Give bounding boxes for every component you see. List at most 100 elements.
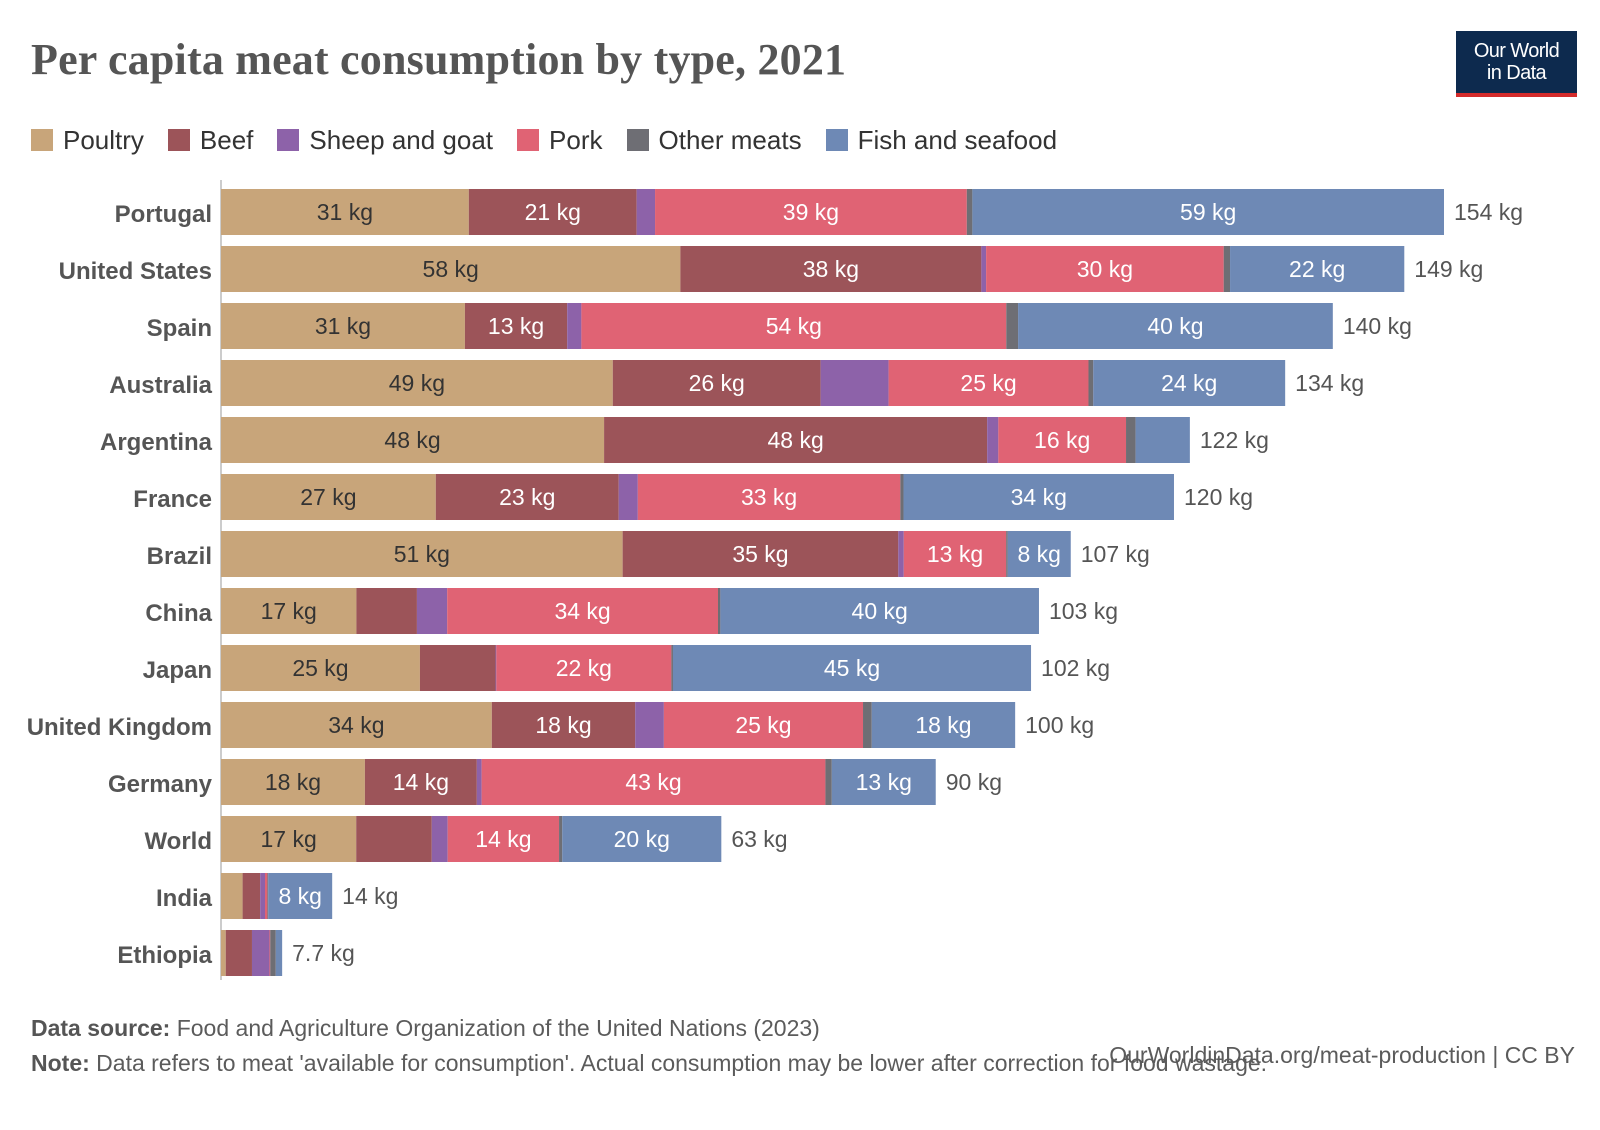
legend-label: Pork xyxy=(549,124,603,155)
bar-segment-fish-and-seafood[interactable] xyxy=(720,588,1039,634)
bar-segment-sheep-and-goat[interactable] xyxy=(251,930,270,976)
bar-segment-poultry[interactable] xyxy=(221,588,357,634)
bar-segment-other-meats[interactable] xyxy=(825,759,832,805)
data-source-text[interactable]: Food and Agriculture Organization of the… xyxy=(176,1015,820,1041)
bar-segment-other-meats[interactable] xyxy=(1006,303,1019,349)
bar-segment-sheep-and-goat[interactable] xyxy=(416,588,448,634)
note: Note: Data refers to meat 'available for… xyxy=(31,1050,1267,1077)
bar-segment-other-meats[interactable] xyxy=(267,873,269,919)
legend-item-pork[interactable]: Pork xyxy=(517,124,603,156)
bar-segment-fish-and-seafood[interactable] xyxy=(562,816,722,862)
bar-segment-pork[interactable] xyxy=(637,474,901,520)
bar-segment-beef[interactable] xyxy=(491,702,636,748)
bar-segment-pork[interactable] xyxy=(447,816,560,862)
bar-value-label: 51 kg xyxy=(394,541,450,567)
legend-item-sheep-and-goat[interactable]: Sheep and goat xyxy=(277,125,493,156)
bar-segment-sheep-and-goat[interactable] xyxy=(820,360,889,406)
bar-segment-poultry[interactable] xyxy=(221,873,243,919)
bar-segment-fish-and-seafood[interactable] xyxy=(1018,303,1333,349)
bar-segment-pork[interactable] xyxy=(888,360,1089,406)
bar-segment-poultry[interactable] xyxy=(221,246,681,292)
bar-segment-other-meats[interactable] xyxy=(718,588,721,634)
bar-segment-sheep-and-goat[interactable] xyxy=(567,303,582,349)
bar-segment-beef[interactable] xyxy=(356,816,432,862)
bar-segment-sheep-and-goat[interactable] xyxy=(981,246,987,292)
bar-segment-poultry[interactable] xyxy=(221,531,623,577)
bar-segment-sheep-and-goat[interactable] xyxy=(636,189,656,235)
bar-segment-beef[interactable] xyxy=(225,930,252,976)
bar-segment-pork[interactable] xyxy=(496,645,672,691)
bar-segment-beef[interactable] xyxy=(419,645,496,691)
bar-segment-other-meats[interactable] xyxy=(270,930,276,976)
bar-segment-other-meats[interactable] xyxy=(1088,360,1094,406)
legend-swatch xyxy=(167,129,190,151)
bar-segment-poultry[interactable] xyxy=(221,645,420,691)
bar-segment-poultry[interactable] xyxy=(221,303,465,349)
bar-segment-fish-and-seafood[interactable] xyxy=(1230,246,1405,292)
bar-segment-fish-and-seafood[interactable] xyxy=(972,189,1444,235)
bar-segment-pork[interactable] xyxy=(269,930,271,976)
bar-value-label: 24 kg xyxy=(1161,370,1217,396)
legend-item-fish-and-seafood[interactable]: Fish and seafood xyxy=(825,125,1057,156)
bar-segment-beef[interactable] xyxy=(622,531,899,577)
bar-segment-beef[interactable] xyxy=(364,759,477,805)
bar-segment-sheep-and-goat[interactable] xyxy=(495,645,497,691)
bar-segment-pork[interactable] xyxy=(447,588,719,634)
bar-segment-beef[interactable] xyxy=(435,474,619,520)
bar-segment-beef[interactable] xyxy=(680,246,982,292)
bar-segment-fish-and-seafood[interactable] xyxy=(1135,417,1190,463)
owid-logo[interactable]: Our World in Data xyxy=(1456,31,1577,97)
bar-segment-sheep-and-goat[interactable] xyxy=(260,873,265,919)
bar-value-label: 18 kg xyxy=(535,712,591,738)
bar-segment-poultry[interactable] xyxy=(221,189,469,235)
bar-segment-poultry[interactable] xyxy=(221,360,613,406)
bar-segment-beef[interactable] xyxy=(242,873,261,919)
bar-segment-pork[interactable] xyxy=(903,531,1007,577)
bar-segment-beef[interactable] xyxy=(464,303,568,349)
source-url[interactable]: OurWorldinData.org/meat-production | CC … xyxy=(1109,1042,1575,1068)
legend-item-poultry[interactable]: Poultry xyxy=(31,125,144,156)
bar-segment-fish-and-seafood[interactable] xyxy=(903,474,1174,520)
bar-segment-other-meats[interactable] xyxy=(559,816,563,862)
bar-segment-pork[interactable] xyxy=(986,246,1224,292)
bar-segment-pork[interactable] xyxy=(998,417,1127,463)
bar-segment-poultry[interactable] xyxy=(221,702,492,748)
bar-segment-poultry[interactable] xyxy=(221,417,605,463)
bar-segment-sheep-and-goat[interactable] xyxy=(987,417,999,463)
bar-segment-sheep-and-goat[interactable] xyxy=(476,759,482,805)
bar-segment-beef[interactable] xyxy=(356,588,417,634)
bar-segment-beef[interactable] xyxy=(604,417,988,463)
bar-segment-fish-and-seafood[interactable] xyxy=(1007,531,1071,577)
bar-segment-fish-and-seafood[interactable] xyxy=(672,645,1032,691)
bar-segment-poultry[interactable] xyxy=(221,930,226,976)
bar-segment-other-meats[interactable] xyxy=(1126,417,1136,463)
bar-segment-fish-and-seafood[interactable] xyxy=(871,702,1016,748)
bar-segment-beef[interactable] xyxy=(612,360,821,406)
bar-segment-other-meats[interactable] xyxy=(863,702,872,748)
bar-segment-other-meats[interactable] xyxy=(900,474,904,520)
bar-segment-sheep-and-goat[interactable] xyxy=(431,816,448,862)
legend-item-other-meats[interactable]: Other meats xyxy=(626,125,802,156)
bar-segment-other-meats[interactable] xyxy=(1006,531,1008,577)
bar-segment-pork[interactable] xyxy=(581,303,1007,349)
bar-segment-poultry[interactable] xyxy=(221,759,365,805)
bar-segment-fish-and-seafood[interactable] xyxy=(268,873,333,919)
bar-segment-sheep-and-goat[interactable] xyxy=(618,474,638,520)
bar-segment-beef[interactable] xyxy=(468,189,637,235)
bar-segment-pork[interactable] xyxy=(663,702,864,748)
bar-total-label: 149 kg xyxy=(1414,256,1483,282)
bar-segment-pork[interactable] xyxy=(481,759,826,805)
bar-segment-poultry[interactable] xyxy=(221,816,357,862)
bar-segment-fish-and-seafood[interactable] xyxy=(1093,360,1286,406)
bar-segment-sheep-and-goat[interactable] xyxy=(898,531,904,577)
bar-segment-pork[interactable] xyxy=(655,189,967,235)
bar-segment-poultry[interactable] xyxy=(221,474,436,520)
bar-segment-other-meats[interactable] xyxy=(966,189,973,235)
bar-segment-other-meats[interactable] xyxy=(671,645,673,691)
bar-segment-fish-and-seafood[interactable] xyxy=(831,759,936,805)
bar-segment-pork[interactable] xyxy=(264,873,268,919)
bar-segment-sheep-and-goat[interactable] xyxy=(635,702,664,748)
legend-item-beef[interactable]: Beef xyxy=(167,125,253,156)
bar-segment-fish-and-seafood[interactable] xyxy=(275,930,283,976)
bar-segment-other-meats[interactable] xyxy=(1223,246,1231,292)
